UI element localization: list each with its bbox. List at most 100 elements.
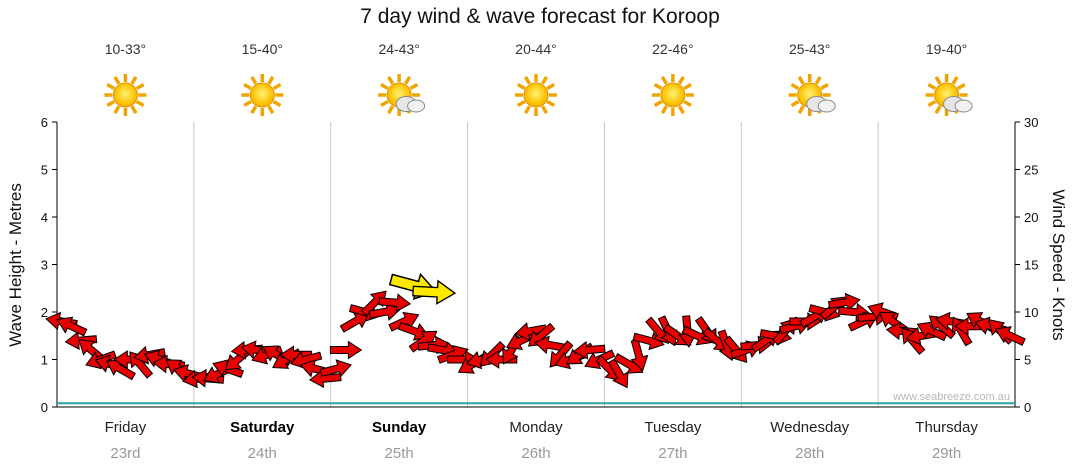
wind-arrow: [630, 338, 649, 372]
wind-arrow: [319, 359, 352, 378]
day-name: Wednesday: [770, 419, 849, 436]
sun-ray: [250, 105, 258, 115]
left-tick-label: 2: [41, 305, 48, 320]
day-name: Friday: [105, 419, 147, 436]
wind-arrow: [378, 293, 412, 313]
sun-disc: [660, 82, 686, 108]
right-tick-label: 0: [1024, 400, 1031, 415]
wind-arrow: [308, 369, 342, 389]
sun-ray: [243, 99, 252, 108]
day-temperature: 10-33°: [105, 41, 146, 57]
sun-ray: [130, 105, 138, 115]
sun-ray: [683, 99, 692, 108]
wind-arrow: [572, 340, 606, 360]
sun-ray: [797, 105, 805, 115]
sun-disc: [112, 82, 138, 108]
sun-ray: [927, 82, 937, 91]
day-date: 26th: [521, 445, 550, 462]
wind-arrow: [368, 302, 402, 321]
sun-ray: [934, 105, 942, 115]
right-tick-label: 20: [1024, 210, 1038, 225]
sun-ray: [387, 105, 395, 115]
day-date: 29th: [932, 445, 961, 462]
sun-cloud-icon: [925, 74, 973, 116]
sun-icon: [515, 74, 557, 116]
sun-cloud-icon: [378, 74, 426, 116]
sun-ray: [272, 99, 282, 108]
day-name: Thursday: [915, 419, 978, 436]
sun-ray: [927, 99, 937, 108]
sun-disc: [523, 82, 549, 108]
day-date: 27th: [658, 445, 687, 462]
sun-ray: [387, 75, 395, 85]
sun-ray: [951, 75, 959, 85]
sun-ray: [106, 82, 116, 91]
day-date: 28th: [795, 445, 824, 462]
day-temperature: 22-46°: [652, 41, 693, 57]
sun-ray: [653, 99, 663, 108]
sun-ray: [135, 99, 145, 108]
right-tick-label: 30: [1024, 115, 1038, 130]
sun-ray: [106, 99, 116, 108]
wind-arrow: [279, 345, 312, 365]
sun-ray: [516, 82, 526, 91]
sun-ray: [956, 82, 966, 91]
sun-ray: [523, 105, 532, 115]
day-name: Monday: [509, 419, 563, 436]
left-tick-label: 1: [41, 353, 48, 368]
sun-ray: [516, 99, 526, 108]
wind-arrow: [329, 340, 363, 360]
left-tick-label: 6: [41, 115, 48, 130]
right-tick-label: 15: [1024, 258, 1038, 273]
sun-ray: [546, 99, 556, 108]
sun-disc: [249, 82, 275, 108]
wind-arrow: [408, 330, 438, 353]
sun-ray: [113, 75, 121, 85]
day-date: 23rd: [110, 445, 140, 462]
right-tick-label: 10: [1024, 305, 1038, 320]
sun-ray: [272, 82, 282, 91]
sun-ray: [677, 105, 685, 115]
left-tick-label: 0: [41, 400, 48, 415]
day-name: Saturday: [230, 419, 295, 436]
sun-ray: [790, 99, 800, 108]
sun-ray: [540, 105, 549, 115]
sun-ray: [404, 75, 412, 85]
sun-ray: [820, 82, 829, 91]
wind-arrow: [105, 359, 136, 381]
page-title: 7 day wind & wave forecast for Koroop: [360, 5, 720, 28]
sun-ray: [660, 75, 668, 85]
wind-arrow: [534, 335, 567, 355]
sun-ray: [409, 82, 419, 91]
day-temperature: 20-44°: [515, 41, 556, 57]
sun-ray: [523, 75, 532, 85]
watermark: www.seabreeze.com.au: [893, 391, 1010, 403]
cloud-shape: [407, 99, 426, 113]
day-temperature: 25-43°: [789, 41, 830, 57]
left-tick-label: 3: [41, 258, 48, 273]
right-tick-label: 5: [1024, 353, 1031, 368]
sun-ray: [380, 82, 389, 91]
left-tick-label: 5: [41, 163, 48, 178]
day-date: 24th: [248, 445, 277, 462]
cloud-shape: [817, 99, 836, 113]
sun-ray: [660, 105, 668, 115]
sun-ray: [540, 75, 549, 85]
wind-arrow: [994, 326, 1026, 346]
left-tick-label: 4: [41, 210, 48, 225]
sun-cloud-icon: [788, 74, 836, 116]
day-temperature: 24-43°: [378, 41, 419, 57]
sun-ray: [267, 75, 275, 85]
sun-icon: [104, 74, 147, 116]
sun-ray: [653, 82, 663, 91]
day-name: Tuesday: [644, 419, 701, 436]
sun-ray: [546, 82, 556, 91]
sun-icon: [241, 74, 284, 116]
wind-arrow: [827, 292, 861, 312]
sun-ray: [790, 82, 800, 91]
sun-ray: [683, 82, 692, 91]
wind-arrow: [514, 322, 548, 341]
sun-ray: [677, 75, 685, 85]
